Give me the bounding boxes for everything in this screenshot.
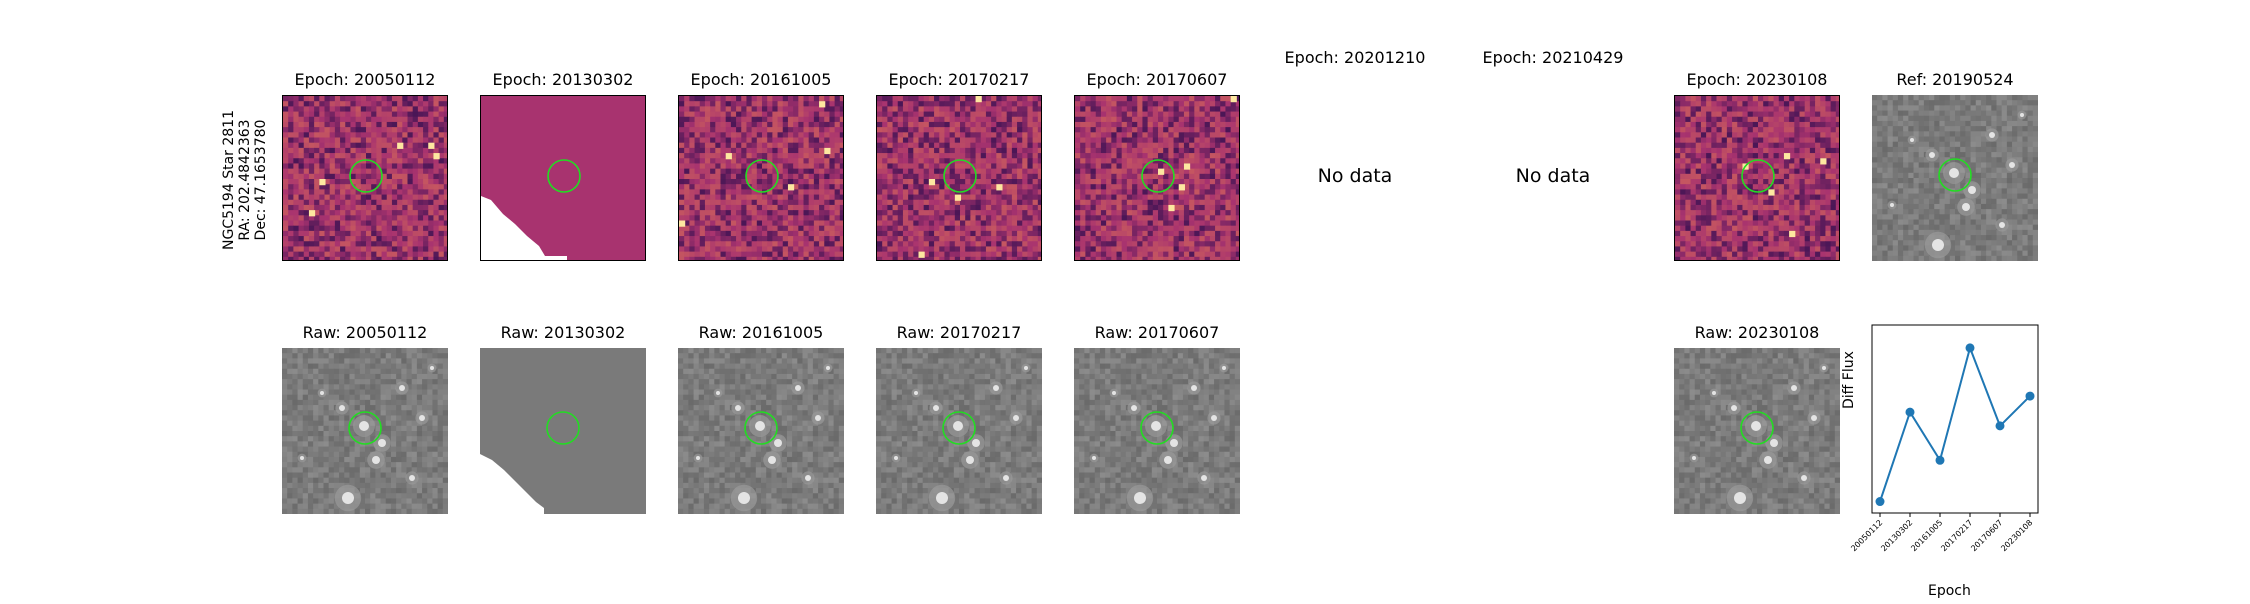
diff-panel-5 <box>1074 95 1240 261</box>
ref-panel <box>1872 95 2038 261</box>
star-name: NGC5194 Star 2811 <box>221 100 237 260</box>
diff-panel-1 <box>282 95 448 261</box>
data-point <box>2026 392 2035 401</box>
panel-image <box>283 96 448 261</box>
diff-panel-2 <box>480 95 646 261</box>
star-dec: Dec: 47.1653780 <box>253 100 269 260</box>
series-line <box>1880 348 2030 502</box>
raw-panel-6 <box>1674 348 1840 514</box>
raw-panel-3 <box>678 348 844 514</box>
data-point <box>1906 408 1915 417</box>
diff-panel-4 <box>876 95 1042 261</box>
diff-panel-3 <box>678 95 844 261</box>
panel-image <box>877 96 1042 261</box>
panel-image <box>1075 96 1240 261</box>
panel-image <box>1872 95 2038 261</box>
panel-image <box>481 96 646 261</box>
panel-image <box>876 348 1042 514</box>
no-data-label-6: No data <box>1255 164 1455 188</box>
raw-title-5: Raw: 20170607 <box>1027 323 1287 343</box>
diff-title-5: Epoch: 20170607 <box>1027 70 1287 90</box>
panel-image <box>1074 348 1240 514</box>
raw-panel-1 <box>282 348 448 514</box>
panel-image <box>1674 348 1840 514</box>
raw-panel-5 <box>1074 348 1240 514</box>
star-info-label: NGC5194 Star 2811 RA: 202.4842363 Dec: 4… <box>221 100 269 260</box>
panel-image <box>679 96 844 261</box>
panel-image <box>480 348 646 514</box>
panel-image <box>282 348 448 514</box>
data-point <box>1936 456 1945 465</box>
x-tick-label: 20230108 <box>1999 518 2034 553</box>
panel-image <box>1675 96 1840 261</box>
raw-panel-4 <box>876 348 1042 514</box>
plot-frame <box>1872 325 2038 513</box>
ref-title: Ref: 20190524 <box>1825 70 2085 90</box>
no-data-label-7: No data <box>1453 164 1653 188</box>
light-curve-svg: 2005011220130302201610052017021720170607… <box>1850 315 2100 600</box>
raw-panel-2 <box>480 348 646 514</box>
diff-panel-8 <box>1674 95 1840 261</box>
star-ra: RA: 202.4842363 <box>237 100 253 260</box>
y-axis-label: Diff Flux <box>1841 351 1857 409</box>
data-point <box>1966 343 1975 352</box>
x-axis-label: Epoch <box>1928 583 1971 599</box>
raw-title-6: Raw: 20230108 <box>1627 323 1887 343</box>
diff-title-7: Epoch: 20210429 <box>1423 48 1683 68</box>
panel-image <box>678 348 844 514</box>
data-point <box>1876 497 1885 506</box>
data-point <box>1996 421 2005 430</box>
